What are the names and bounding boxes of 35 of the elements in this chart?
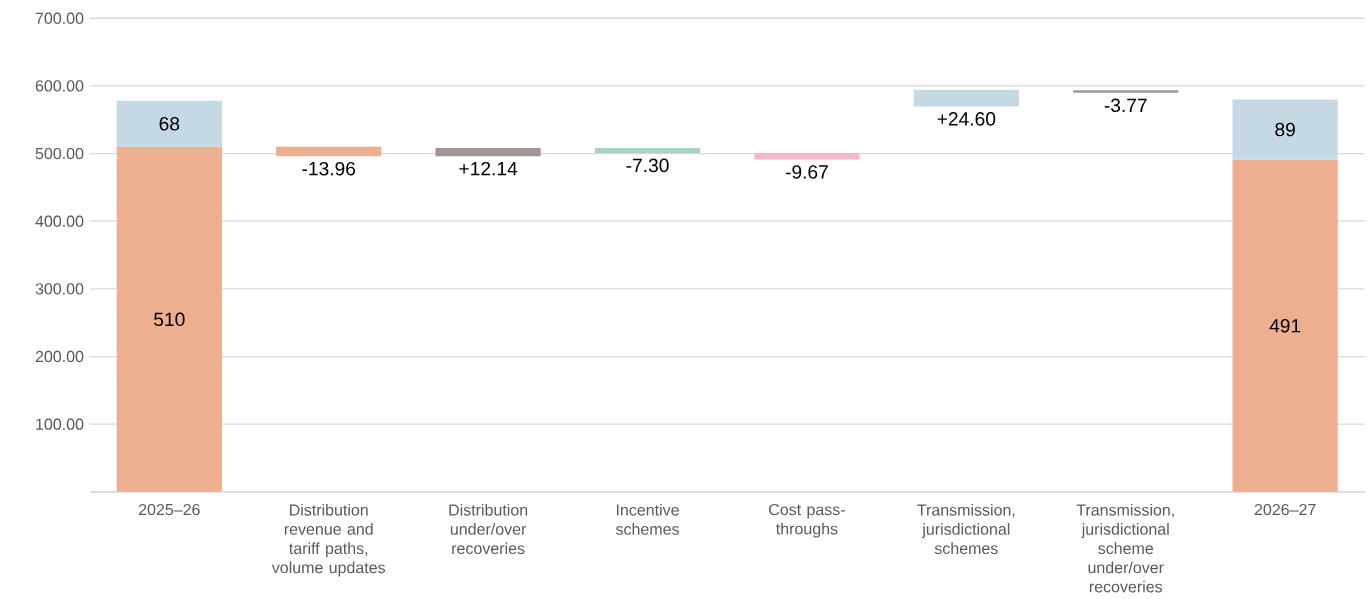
y-tick-label: 200.00 xyxy=(35,350,84,363)
y-tick-label: 600.00 xyxy=(35,80,84,92)
data-label: 491 xyxy=(1269,318,1301,333)
x-tick-label: Transmission, jurisdictional schemes xyxy=(917,503,1015,555)
bar xyxy=(116,146,222,492)
y-tick-label: 500.00 xyxy=(35,147,84,160)
data-label: 510 xyxy=(154,312,185,327)
data-label: +24.60 xyxy=(937,112,996,126)
data-label: -13.96 xyxy=(302,161,356,176)
x-tick-label: 2025–26 xyxy=(138,503,200,516)
y-tick-label: 400.00 xyxy=(35,215,84,227)
bar xyxy=(913,89,1019,107)
data-label: -7.30 xyxy=(626,158,669,173)
x-tick-label: 2026–27 xyxy=(1254,503,1316,516)
data-label: +12.14 xyxy=(459,161,518,176)
bar xyxy=(1232,99,1338,160)
bar xyxy=(435,148,541,157)
data-label: -3.77 xyxy=(1104,98,1147,113)
x-tick-label: Incentive schemes xyxy=(615,503,679,535)
data-label: 89 xyxy=(1275,122,1295,137)
bar xyxy=(116,100,222,147)
y-tick-label: 700.00 xyxy=(35,12,84,24)
x-tick-label: Distribution under/over recoveries xyxy=(449,503,528,555)
bar xyxy=(276,146,382,157)
bar xyxy=(594,148,701,153)
data-label: -9.67 xyxy=(785,165,828,179)
bar xyxy=(754,152,860,160)
bar xyxy=(1073,90,1179,93)
data-label: 68 xyxy=(159,116,180,131)
x-tick-label: Distribution revenue and tariff paths, volume updates xyxy=(271,503,386,577)
bar xyxy=(1232,159,1338,492)
x-tick-label: Transmission, jurisdictional scheme under/over recoveries xyxy=(1076,503,1174,593)
y-tick-label: 300.00 xyxy=(35,283,84,295)
y-tick-label: 100.00 xyxy=(36,418,84,430)
x-tick-label: Cost pass-throughs xyxy=(769,503,845,538)
